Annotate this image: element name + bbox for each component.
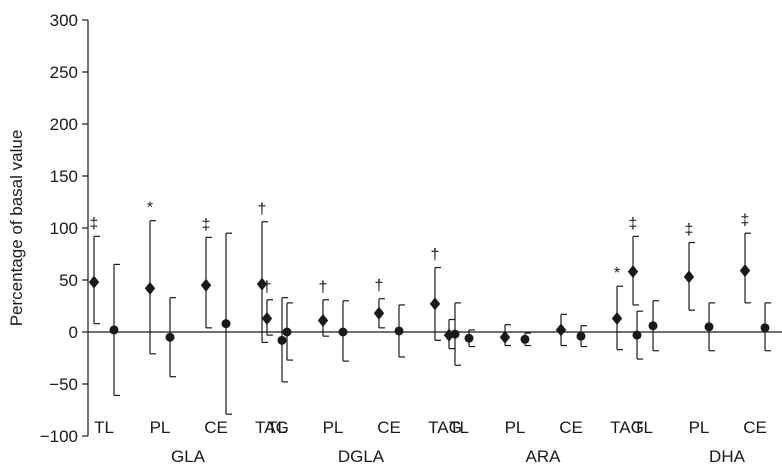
circle-point xyxy=(705,322,714,331)
circle-point xyxy=(633,331,642,340)
diamond-point xyxy=(430,297,440,310)
diamond-point xyxy=(201,279,211,292)
x-tick-label: CE xyxy=(377,418,401,437)
axis-labels: Percentage of basal value xyxy=(7,130,26,327)
significance-mark: ‡ xyxy=(629,215,638,232)
significance-mark: * xyxy=(147,200,153,217)
significance-mark: † xyxy=(263,279,272,296)
y-tick-label: 250 xyxy=(50,63,78,82)
circle-point xyxy=(451,330,460,339)
diamond-point xyxy=(262,312,272,325)
group-label: DHA xyxy=(709,447,746,466)
significance-mark: ‡ xyxy=(90,215,99,232)
significance-mark: * xyxy=(614,265,620,282)
diamond-point xyxy=(374,307,384,320)
group-label: DGLA xyxy=(338,447,385,466)
circle-point xyxy=(283,328,292,337)
circle-point xyxy=(222,319,231,328)
circle-point xyxy=(761,323,770,332)
x-tick-label: PL xyxy=(150,418,171,437)
circle-point xyxy=(521,335,530,344)
significance-mark: † xyxy=(375,278,384,295)
x-tick-label: CE xyxy=(559,418,583,437)
diamond-point xyxy=(612,312,622,325)
diamond-point xyxy=(500,331,510,344)
diamond-point xyxy=(89,276,99,289)
significance-mark: † xyxy=(431,247,440,264)
y-tick-label: −50 xyxy=(49,375,78,394)
significance-mark: ‡ xyxy=(741,212,750,229)
diamond-point xyxy=(628,265,638,278)
diamond-point xyxy=(145,282,155,295)
diamond-point xyxy=(556,323,566,336)
data-marks: ‡*‡†††††*‡‡‡‡ xyxy=(89,57,782,414)
significance-mark: ‡ xyxy=(202,216,211,233)
significance-mark: ‡ xyxy=(685,222,694,239)
y-tick-label: 0 xyxy=(69,323,78,342)
circle-point xyxy=(465,334,474,343)
diamond-point xyxy=(684,270,694,283)
y-tick-label: −100 xyxy=(40,427,78,446)
x-tick-label: CE xyxy=(743,418,767,437)
diamond-point xyxy=(740,264,750,277)
y-tick-label: 100 xyxy=(50,219,78,238)
group-label: ARA xyxy=(526,447,562,466)
circle-point xyxy=(395,326,404,335)
circle-point xyxy=(649,321,658,330)
circle-point xyxy=(110,325,119,334)
diamond-point xyxy=(318,314,328,327)
circle-point xyxy=(166,333,175,342)
x-tick-label: PL xyxy=(505,418,526,437)
y-tick-label: 50 xyxy=(59,271,78,290)
y-tick-label: 200 xyxy=(50,115,78,134)
significance-mark: † xyxy=(319,279,328,296)
x-tick-label: TL xyxy=(267,418,287,437)
circle-point xyxy=(577,332,586,341)
x-tick-label: PL xyxy=(323,418,344,437)
x-tick-label: CE xyxy=(204,418,228,437)
x-tick-label: TL xyxy=(94,418,114,437)
x-tick-label: TL xyxy=(633,418,653,437)
circle-point xyxy=(278,336,287,345)
group-label: GLA xyxy=(171,447,206,466)
circle-point xyxy=(339,328,348,337)
x-tick-label: PL xyxy=(689,418,710,437)
y-tick-label: 150 xyxy=(50,167,78,186)
x-tick-label: TL xyxy=(449,418,469,437)
significance-mark: † xyxy=(258,201,267,218)
y-axis-label: Percentage of basal value xyxy=(7,130,26,327)
y-tick-label: 300 xyxy=(50,11,78,30)
